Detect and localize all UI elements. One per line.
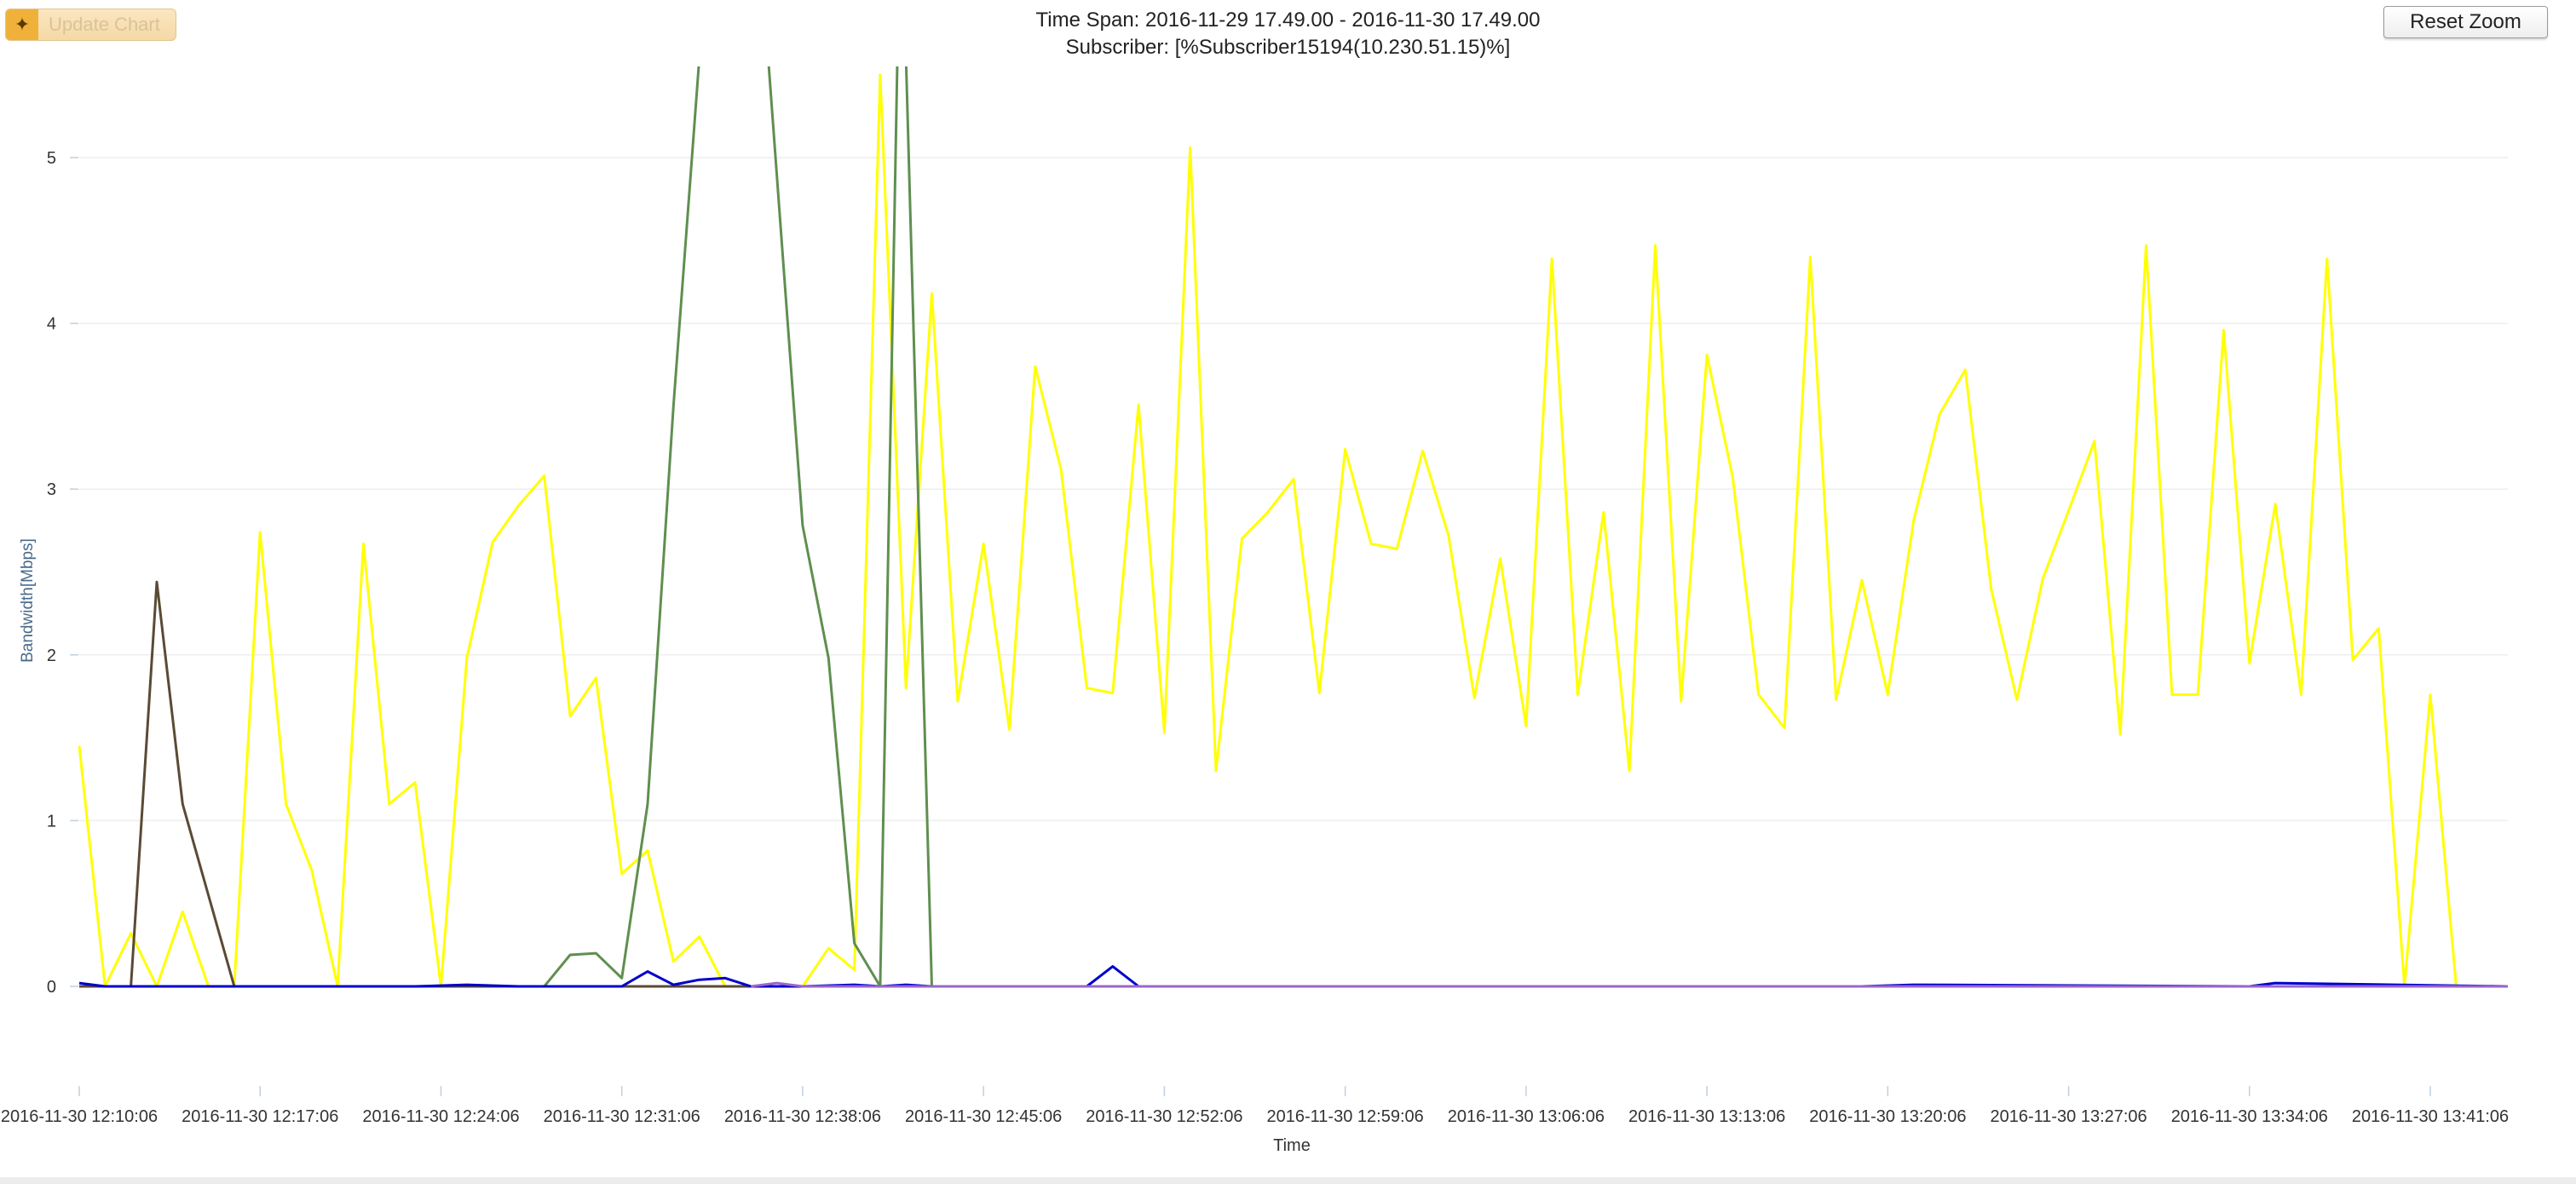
zoom-tool-icon: ✦ (6, 9, 38, 40)
x-tick-label: 2016-11-30 13:20:06 (1809, 1107, 1966, 1126)
update-chart-label: Update Chart (49, 14, 160, 35)
x-tick-label: 2016-11-30 12:59:06 (1267, 1107, 1424, 1126)
x-tick-label: 2016-11-30 13:06:06 (1448, 1107, 1605, 1126)
y-tick-label: 3 (47, 480, 56, 499)
y-tick-label: 1 (47, 812, 56, 831)
y-axis-label: Bandwidth[Mbps] (19, 538, 37, 663)
x-tick-label: 2016-11-30 12:10:06 (1, 1107, 158, 1126)
subscriber-subtitle: Subscriber: [%Subscriber15194(10.230.51.… (1065, 36, 1511, 59)
series-line-2[interactable] (79, 580, 2508, 988)
y-tick-label: 5 (47, 149, 56, 168)
x-tick-label: 2016-11-30 13:13:06 (1628, 1107, 1785, 1126)
series-line-0[interactable] (78, 73, 2458, 988)
x-tick-label: 2016-11-30 13:34:06 (2171, 1107, 2328, 1126)
x-tick-label: 2016-11-30 12:17:06 (182, 1107, 338, 1126)
x-tick-label: 2016-11-30 12:38:06 (724, 1107, 881, 1126)
update-chart-button[interactable]: ✦ Update Chart (5, 9, 176, 41)
reset-zoom-button[interactable]: Reset Zoom (2383, 6, 2548, 38)
x-axis-label: Time (1273, 1136, 1311, 1155)
series-line-5[interactable] (751, 981, 2508, 988)
bottom-scrollbar[interactable] (0, 1177, 2576, 1184)
x-tick-label: 2016-11-30 12:31:06 (544, 1107, 700, 1126)
y-tick-label: 4 (47, 315, 56, 334)
x-tick-label: 2016-11-30 13:27:06 (1990, 1107, 2147, 1126)
series-line-1[interactable] (543, 0, 2508, 988)
y-tick-label: 0 (47, 978, 56, 997)
x-tick-label: 2016-11-30 12:52:06 (1086, 1107, 1242, 1126)
y-tick-label: 2 (47, 647, 56, 665)
x-tick-label: 2016-11-30 13:41:06 (2352, 1107, 2509, 1126)
time-span-title: Time Span: 2016-11-29 17.49.00 - 2016-11… (1035, 9, 1541, 32)
x-tick-label: 2016-11-30 12:24:06 (362, 1107, 519, 1126)
x-tick-label: 2016-11-30 12:45:06 (905, 1107, 1062, 1126)
